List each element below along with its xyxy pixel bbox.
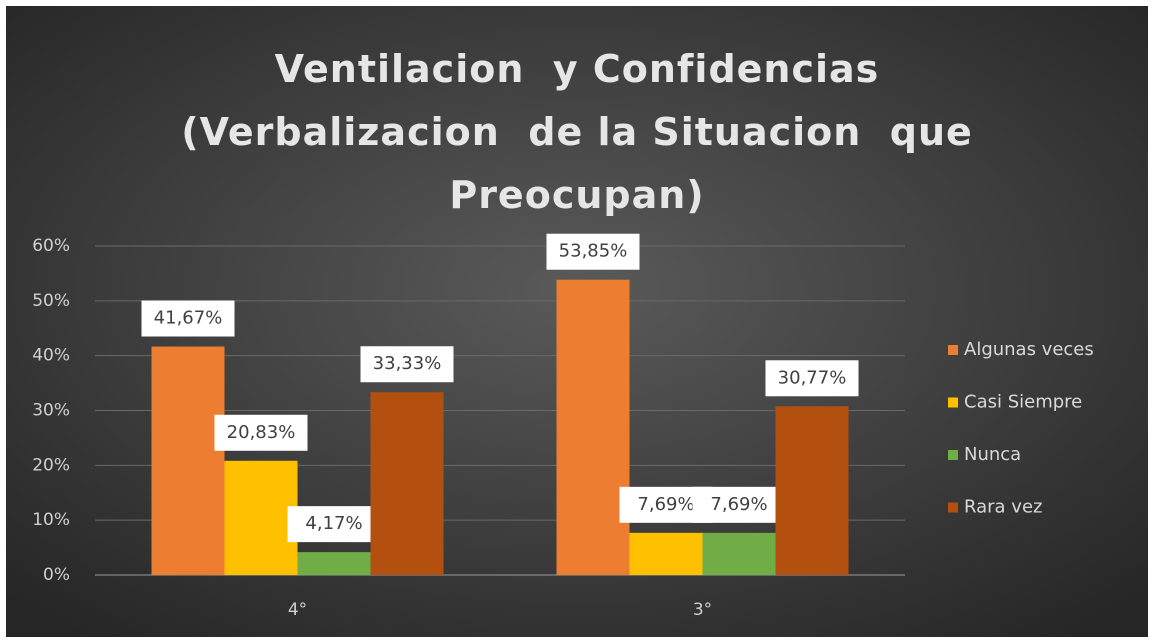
legend-swatch xyxy=(948,345,958,355)
bar xyxy=(702,532,776,575)
y-tick-label: 20% xyxy=(32,455,70,475)
value-label-box xyxy=(287,506,381,543)
value-label: 20,83% xyxy=(227,422,296,443)
x-tick-label: 3° xyxy=(693,600,712,620)
legend-swatch xyxy=(948,502,958,513)
value-label: 33,33% xyxy=(373,353,442,374)
chart-title: Ventilacion y Confidencias (Verbalizacio… xyxy=(181,47,973,217)
legend-label: Nunca xyxy=(964,444,1021,465)
y-tick-label: 40% xyxy=(32,346,70,366)
y-tick-label: 10% xyxy=(32,510,70,530)
bar xyxy=(151,346,225,575)
legend-label: Algunas veces xyxy=(964,339,1094,360)
bar xyxy=(297,552,371,575)
value-label-box xyxy=(692,486,786,523)
legend-swatch xyxy=(948,397,958,408)
value-label-box xyxy=(546,233,640,270)
bar xyxy=(629,532,703,575)
value-label-box xyxy=(360,346,454,383)
y-tick-label: 30% xyxy=(32,401,70,421)
value-label: 7,69% xyxy=(710,494,767,515)
y-tick-label: 50% xyxy=(32,291,70,311)
value-label: 53,85% xyxy=(559,241,628,262)
bar xyxy=(370,392,444,575)
bar xyxy=(556,279,630,575)
value-label: 7,69% xyxy=(637,494,694,515)
x-tick-label: 4° xyxy=(288,600,307,620)
value-label: 41,67% xyxy=(154,308,223,329)
legend-label: Rara vez xyxy=(964,497,1042,518)
value-label-box xyxy=(214,414,308,451)
legend-label: Casi Siempre xyxy=(964,392,1082,413)
bar xyxy=(224,460,298,575)
value-label: 30,77% xyxy=(778,367,847,388)
y-tick-label: 0% xyxy=(43,565,70,585)
bar xyxy=(775,406,849,575)
value-label-box xyxy=(765,360,859,397)
y-tick-label: 60% xyxy=(32,236,70,256)
value-label: 4,17% xyxy=(305,513,362,534)
value-label-box xyxy=(141,300,235,337)
legend-swatch xyxy=(948,450,958,460)
